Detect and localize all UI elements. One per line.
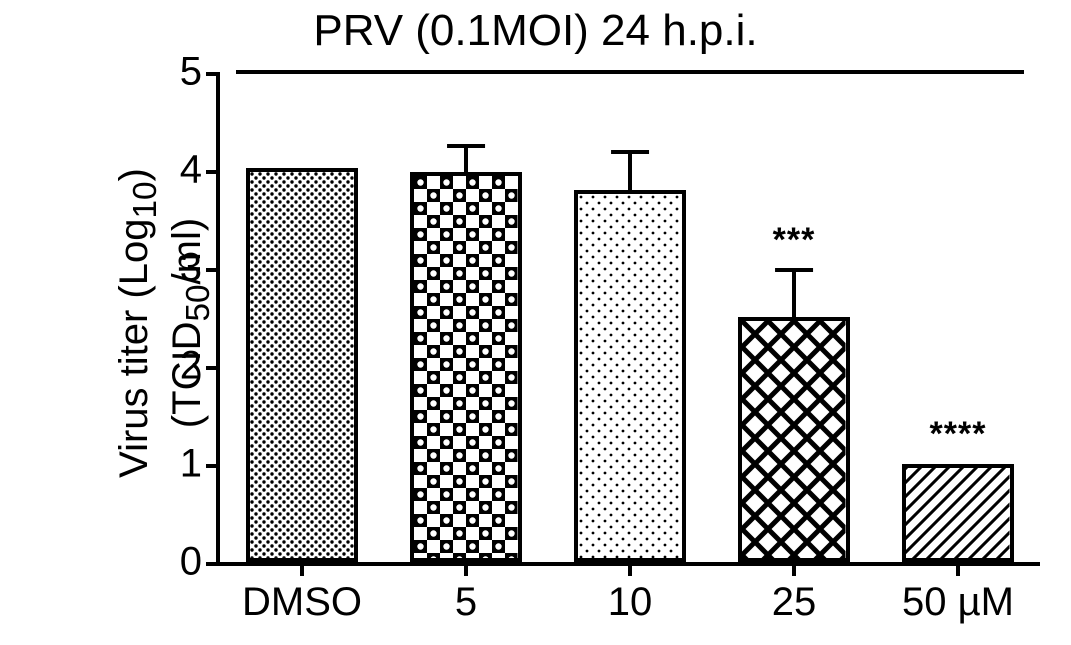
xtick-label: DMSO bbox=[242, 562, 362, 625]
chart-container: PRV (0.1MOI) 24 h.p.i. Virus titer (Log1… bbox=[0, 0, 1071, 645]
title-span-line bbox=[236, 70, 1023, 74]
ytick-label: 0 bbox=[180, 540, 220, 585]
error-bar-line bbox=[628, 152, 632, 189]
error-bar-line bbox=[464, 146, 468, 172]
bar bbox=[410, 172, 522, 562]
y-axis-label: Virus titer (Log10) (TCID50/ml) bbox=[112, 168, 218, 478]
y-axis-line bbox=[216, 72, 220, 566]
bar bbox=[246, 168, 358, 562]
ylabel-l1b: ) bbox=[112, 168, 156, 181]
ytick-label: 1 bbox=[180, 442, 220, 487]
chart-title: PRV (0.1MOI) 24 h.p.i. bbox=[0, 6, 1071, 56]
xtick-label: 50 µM bbox=[902, 562, 1014, 625]
ytick-label: 3 bbox=[180, 246, 220, 291]
plot-area: 012345DMSO510***25****50 µM bbox=[220, 72, 1040, 562]
significance-marker: **** bbox=[930, 415, 987, 454]
xtick-label: 10 bbox=[608, 562, 653, 625]
error-bar-cap bbox=[611, 150, 649, 154]
error-bar-line bbox=[792, 270, 796, 317]
bar bbox=[574, 190, 686, 562]
ytick-label: 2 bbox=[180, 344, 220, 389]
chart-title-text: PRV (0.1MOI) 24 h.p.i. bbox=[313, 6, 757, 55]
significance-marker: *** bbox=[773, 221, 816, 260]
ylabel-line1: Virus titer (Log10) bbox=[112, 168, 156, 478]
ylabel-sub1: 10 bbox=[127, 181, 164, 218]
ylabel-l1a: Virus titer (Log bbox=[112, 218, 156, 477]
xtick-label: 25 bbox=[772, 562, 817, 625]
error-bar-cap bbox=[775, 268, 813, 272]
ytick-label: 4 bbox=[180, 148, 220, 193]
bar bbox=[902, 464, 1014, 562]
error-bar-cap bbox=[447, 144, 485, 148]
ytick-label: 5 bbox=[180, 50, 220, 95]
bar bbox=[738, 317, 850, 562]
xtick-label: 5 bbox=[455, 562, 477, 625]
